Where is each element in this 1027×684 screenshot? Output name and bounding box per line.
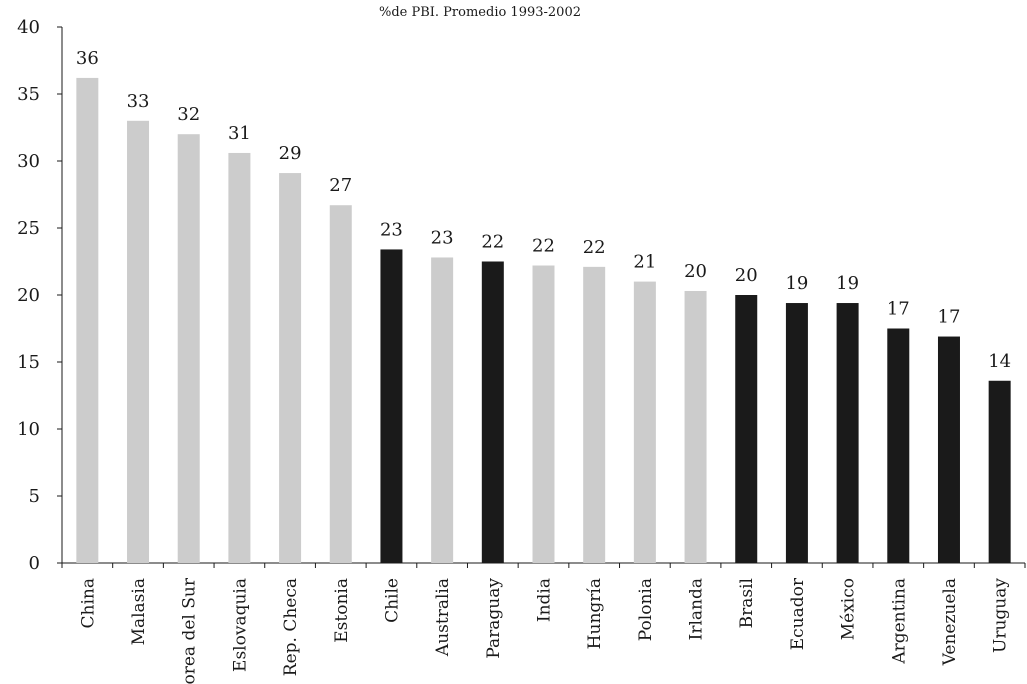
- y-tick-label: 35: [17, 84, 40, 105]
- bar-hungr-a: [583, 266, 606, 563]
- y-tick-label: 15: [17, 352, 40, 373]
- x-tick-label: México: [839, 578, 859, 640]
- y-tick-label: 10: [17, 419, 40, 440]
- x-tick-label: Australia: [433, 578, 453, 657]
- data-label: 31: [228, 123, 251, 144]
- bar-rep-checa: [279, 173, 302, 563]
- data-label: 20: [735, 265, 758, 286]
- bar-australia: [431, 257, 454, 563]
- chart-subtitle: %de PBI. Promedio 1993-2002: [379, 5, 581, 20]
- x-tick-labels: China Malasia Corea del Sur Eslovaquia Rep. …: [78, 577, 1010, 684]
- y-tick-label: 30: [17, 151, 40, 172]
- x-tick-label: India: [535, 578, 555, 622]
- x-tick-label: Irlanda: [687, 578, 707, 640]
- data-label: 32: [177, 104, 200, 125]
- data-label: 17: [938, 307, 961, 328]
- x-tick-label: Ecuador: [788, 577, 808, 650]
- bar-corea-del-sur: [177, 134, 200, 563]
- data-label: 33: [127, 91, 150, 112]
- bar-ecuador: [785, 303, 808, 563]
- data-label: 23: [380, 219, 403, 240]
- data-label: 22: [481, 232, 504, 253]
- bar-irlanda: [684, 290, 707, 563]
- bar-argentina: [887, 328, 910, 563]
- data-label: 21: [633, 252, 656, 273]
- data-label: 20: [684, 261, 707, 282]
- bar-estonia: [329, 205, 352, 563]
- data-label: 19: [785, 273, 808, 294]
- bar-m-xico: [836, 303, 859, 563]
- data-label: 29: [279, 143, 302, 164]
- bar-china: [76, 77, 99, 564]
- axes: 0 5 10 15 20 25 30 35 40: [17, 17, 1026, 574]
- bars: [76, 77, 1011, 564]
- y-tick-label: 20: [17, 285, 40, 306]
- x-tick-label: Polonia: [636, 578, 656, 641]
- x-tick-label: China: [78, 578, 98, 628]
- x-tick-label: Malasia: [129, 578, 149, 645]
- y-tick-label: 5: [29, 486, 40, 507]
- x-tick-label: Argentina: [889, 578, 909, 665]
- x-tick-label: Eslovaquia: [230, 578, 250, 672]
- x-tick-label: Corea del Sur: [180, 577, 200, 684]
- x-tick-label: Paraguay: [484, 578, 504, 659]
- data-label: 22: [583, 237, 606, 258]
- bar-chile: [380, 249, 403, 563]
- x-tick-label: Brasil: [737, 578, 757, 628]
- y-tick-label: 25: [17, 218, 40, 239]
- bar-india: [532, 265, 555, 563]
- bar-venezuela: [937, 336, 960, 563]
- bar-brasil: [735, 295, 758, 563]
- bar-uruguay: [988, 380, 1011, 563]
- data-label: 14: [988, 351, 1011, 372]
- data-label: 27: [329, 175, 352, 196]
- bar-malasia: [127, 120, 150, 564]
- data-label: 17: [887, 299, 910, 320]
- data-label: 22: [532, 236, 555, 257]
- x-tick-label: Hungría: [585, 578, 605, 649]
- bar-polonia: [633, 281, 656, 563]
- bar-paraguay: [481, 261, 504, 563]
- bar-eslovaquia: [228, 152, 251, 563]
- data-label: 36: [76, 48, 99, 69]
- y-tick-label: 40: [17, 17, 40, 38]
- x-tick-label: Chile: [382, 578, 402, 623]
- x-tick-label: Venezuela: [940, 578, 960, 666]
- data-labels: 36 33 32 31 29 27 23 23 22 22 22 21 20 20 19 19 17 17 14: [76, 48, 1011, 372]
- x-tick-label: Estonia: [332, 578, 352, 643]
- data-label: 23: [431, 227, 454, 248]
- y-tick-label: 0: [29, 553, 40, 574]
- x-tick-label: Rep. Checa: [281, 578, 301, 676]
- data-label: 19: [836, 273, 859, 294]
- x-tick-label: Uruguay: [991, 578, 1011, 653]
